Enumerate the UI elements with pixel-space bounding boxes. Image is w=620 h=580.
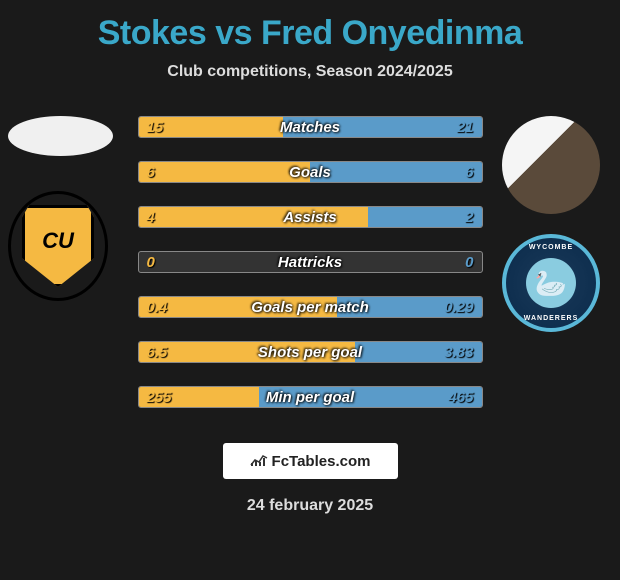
- stat-bar-right: [310, 162, 482, 182]
- stat-right-value: 2: [465, 209, 473, 226]
- stats-table: 15 Matches 21 6 Goals 6 4 Assists 2 0 Hattricks 0 0.…: [138, 116, 483, 408]
- stat-label: Matches: [280, 119, 340, 136]
- footer-brand-badge: FcTables.com: [223, 443, 398, 479]
- stat-label: Shots per goal: [258, 344, 362, 361]
- stat-right-value: 21: [457, 119, 474, 136]
- stat-bar-left: [139, 162, 311, 182]
- shield-icon: CU: [22, 205, 94, 287]
- stat-right-value: 3.83: [444, 344, 473, 361]
- stat-left-value: 0: [147, 254, 155, 271]
- stat-row: 255 Min per goal 465: [138, 386, 483, 408]
- stat-left-value: 0.4: [147, 299, 168, 316]
- stat-left-value: 15: [147, 119, 164, 136]
- stat-right-value: 465: [448, 389, 473, 406]
- stat-label: Goals per match: [251, 299, 369, 316]
- chart-icon: [250, 452, 268, 471]
- club-left-initials: CU: [42, 228, 74, 254]
- stat-left-value: 6: [147, 164, 155, 181]
- stat-label: Assists: [283, 209, 336, 226]
- stat-label: Min per goal: [266, 389, 354, 406]
- club-right-bottom-text: WANDERERS: [524, 315, 579, 322]
- stat-row: 0.4 Goals per match 0.29: [138, 296, 483, 318]
- stat-left-value: 6.5: [147, 344, 168, 361]
- swan-icon: 🦢: [535, 268, 567, 299]
- stat-row: 15 Matches 21: [138, 116, 483, 138]
- stat-left-value: 255: [147, 389, 172, 406]
- stat-label: Goals: [289, 164, 331, 181]
- player2-portrait: [502, 116, 600, 214]
- club-right-badge: WYCOMBE 🦢 WANDERERS: [502, 234, 600, 332]
- swan-circle: 🦢: [526, 258, 576, 308]
- page-title: Stokes vs Fred Onyedinma: [0, 0, 620, 53]
- stat-label: Hattricks: [278, 254, 342, 271]
- stat-right-value: 0: [465, 254, 473, 271]
- stat-row: 6.5 Shots per goal 3.83: [138, 341, 483, 363]
- stat-right-value: 6: [465, 164, 473, 181]
- club-right-top-text: WYCOMBE: [529, 244, 573, 251]
- right-column: WYCOMBE 🦢 WANDERERS: [502, 116, 600, 332]
- stat-row: 4 Assists 2: [138, 206, 483, 228]
- stat-row: 6 Goals 6: [138, 161, 483, 183]
- player1-portrait: [8, 116, 113, 156]
- stat-row: 0 Hattricks 0: [138, 251, 483, 273]
- left-column: CU: [8, 116, 113, 301]
- stat-right-value: 0.29: [444, 299, 473, 316]
- subtitle: Club competitions, Season 2024/2025: [0, 63, 620, 81]
- content-area: CU 15 Matches 21 6 Goals 6 4 Assists 2 0 Hattricks…: [0, 116, 620, 408]
- stat-left-value: 4: [147, 209, 155, 226]
- date: 24 february 2025: [0, 497, 620, 515]
- footer-brand-text: FcTables.com: [272, 453, 371, 470]
- club-left-badge: CU: [8, 191, 108, 301]
